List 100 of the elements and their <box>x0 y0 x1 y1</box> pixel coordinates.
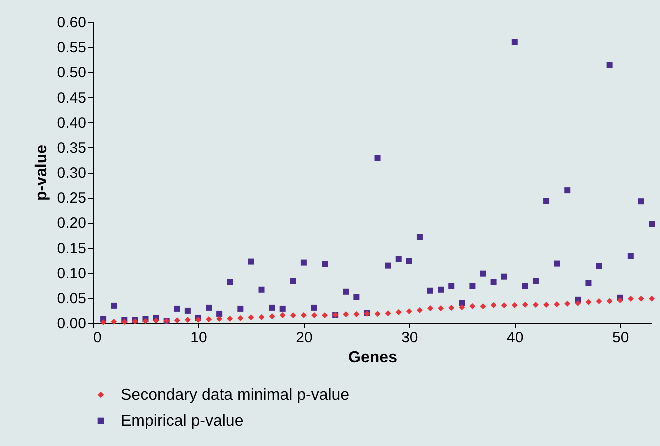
point <box>216 316 223 322</box>
point <box>596 298 602 304</box>
point <box>532 302 539 308</box>
point <box>554 260 560 267</box>
point <box>311 304 318 311</box>
y-tick-label: 0.00 <box>57 316 86 332</box>
point <box>184 316 191 323</box>
point <box>396 309 402 316</box>
point <box>448 304 455 311</box>
point <box>544 198 550 204</box>
point <box>238 306 244 312</box>
point <box>174 306 180 312</box>
x-tick-label: 50 <box>612 330 630 346</box>
point <box>280 312 286 318</box>
point <box>522 302 528 308</box>
point <box>238 315 244 322</box>
point <box>544 302 550 308</box>
point <box>606 62 613 68</box>
point <box>111 318 118 325</box>
y-tick-label: 0.30 <box>57 165 86 182</box>
point <box>290 312 296 318</box>
point <box>586 299 592 306</box>
point <box>470 303 476 310</box>
point <box>522 283 528 290</box>
point <box>248 258 254 265</box>
point <box>385 262 392 269</box>
point <box>396 256 402 262</box>
point <box>628 296 634 302</box>
point <box>416 307 423 314</box>
point <box>269 304 276 311</box>
point <box>406 308 412 314</box>
y-tick-label: 0.50 <box>57 64 86 82</box>
point <box>638 296 644 302</box>
point <box>459 304 466 310</box>
point <box>100 320 107 326</box>
point <box>649 221 655 228</box>
point <box>448 283 455 290</box>
point <box>227 316 234 322</box>
x-axis-title: Genes <box>348 350 398 366</box>
point <box>354 311 360 318</box>
point <box>374 310 381 317</box>
point <box>490 279 497 286</box>
y-tick-label: 0.40 <box>57 114 86 132</box>
legend-label: Empirical p-value <box>121 413 244 430</box>
y-tick-label: 0.45 <box>57 90 86 107</box>
point <box>290 278 296 284</box>
point <box>575 300 582 306</box>
point <box>343 288 350 295</box>
point <box>206 316 212 322</box>
point <box>638 198 644 205</box>
legend-label: Secondary data minimal p-value <box>121 387 350 404</box>
point <box>628 253 634 260</box>
point <box>428 288 434 294</box>
point <box>258 286 265 293</box>
x-tick-label: 0 <box>94 330 102 346</box>
y-tick-label: 0.60 <box>57 14 86 32</box>
point <box>564 300 571 307</box>
y-tick-label: 0.55 <box>57 40 86 57</box>
point <box>111 302 118 309</box>
point <box>385 310 392 316</box>
point <box>606 298 613 304</box>
y-tick-label: 0.20 <box>57 215 86 232</box>
point <box>184 308 191 314</box>
point <box>554 301 560 308</box>
point <box>354 294 360 300</box>
x-tick-label: 10 <box>190 330 208 346</box>
point <box>343 311 350 318</box>
point <box>512 39 518 46</box>
point <box>311 312 318 318</box>
point <box>248 314 254 320</box>
point <box>438 305 444 312</box>
point <box>480 270 486 277</box>
point <box>280 306 286 312</box>
point <box>300 260 307 266</box>
point <box>501 302 508 308</box>
point <box>470 283 476 290</box>
point <box>532 278 539 284</box>
point <box>153 318 160 324</box>
y-tick-label: 0.05 <box>57 290 86 308</box>
point <box>269 313 276 320</box>
point <box>227 279 234 286</box>
point <box>206 304 212 311</box>
point <box>300 312 307 318</box>
point <box>174 317 180 324</box>
x-tick-label: 40 <box>507 330 524 346</box>
point <box>564 188 571 194</box>
x-tick-label: 20 <box>296 330 313 346</box>
point <box>258 314 265 320</box>
x-tick-label: 30 <box>402 330 418 346</box>
y-tick-label: 0.35 <box>57 140 86 157</box>
y-tick-label: 0.10 <box>57 265 86 282</box>
y-axis-title: p-value <box>33 144 50 202</box>
point <box>586 280 592 286</box>
point <box>649 296 655 302</box>
y-tick-label: 0.15 <box>57 240 86 258</box>
point <box>374 155 381 162</box>
y-tick-label: 0.25 <box>57 190 86 208</box>
point <box>512 302 518 308</box>
point <box>501 274 508 280</box>
point <box>617 297 624 304</box>
